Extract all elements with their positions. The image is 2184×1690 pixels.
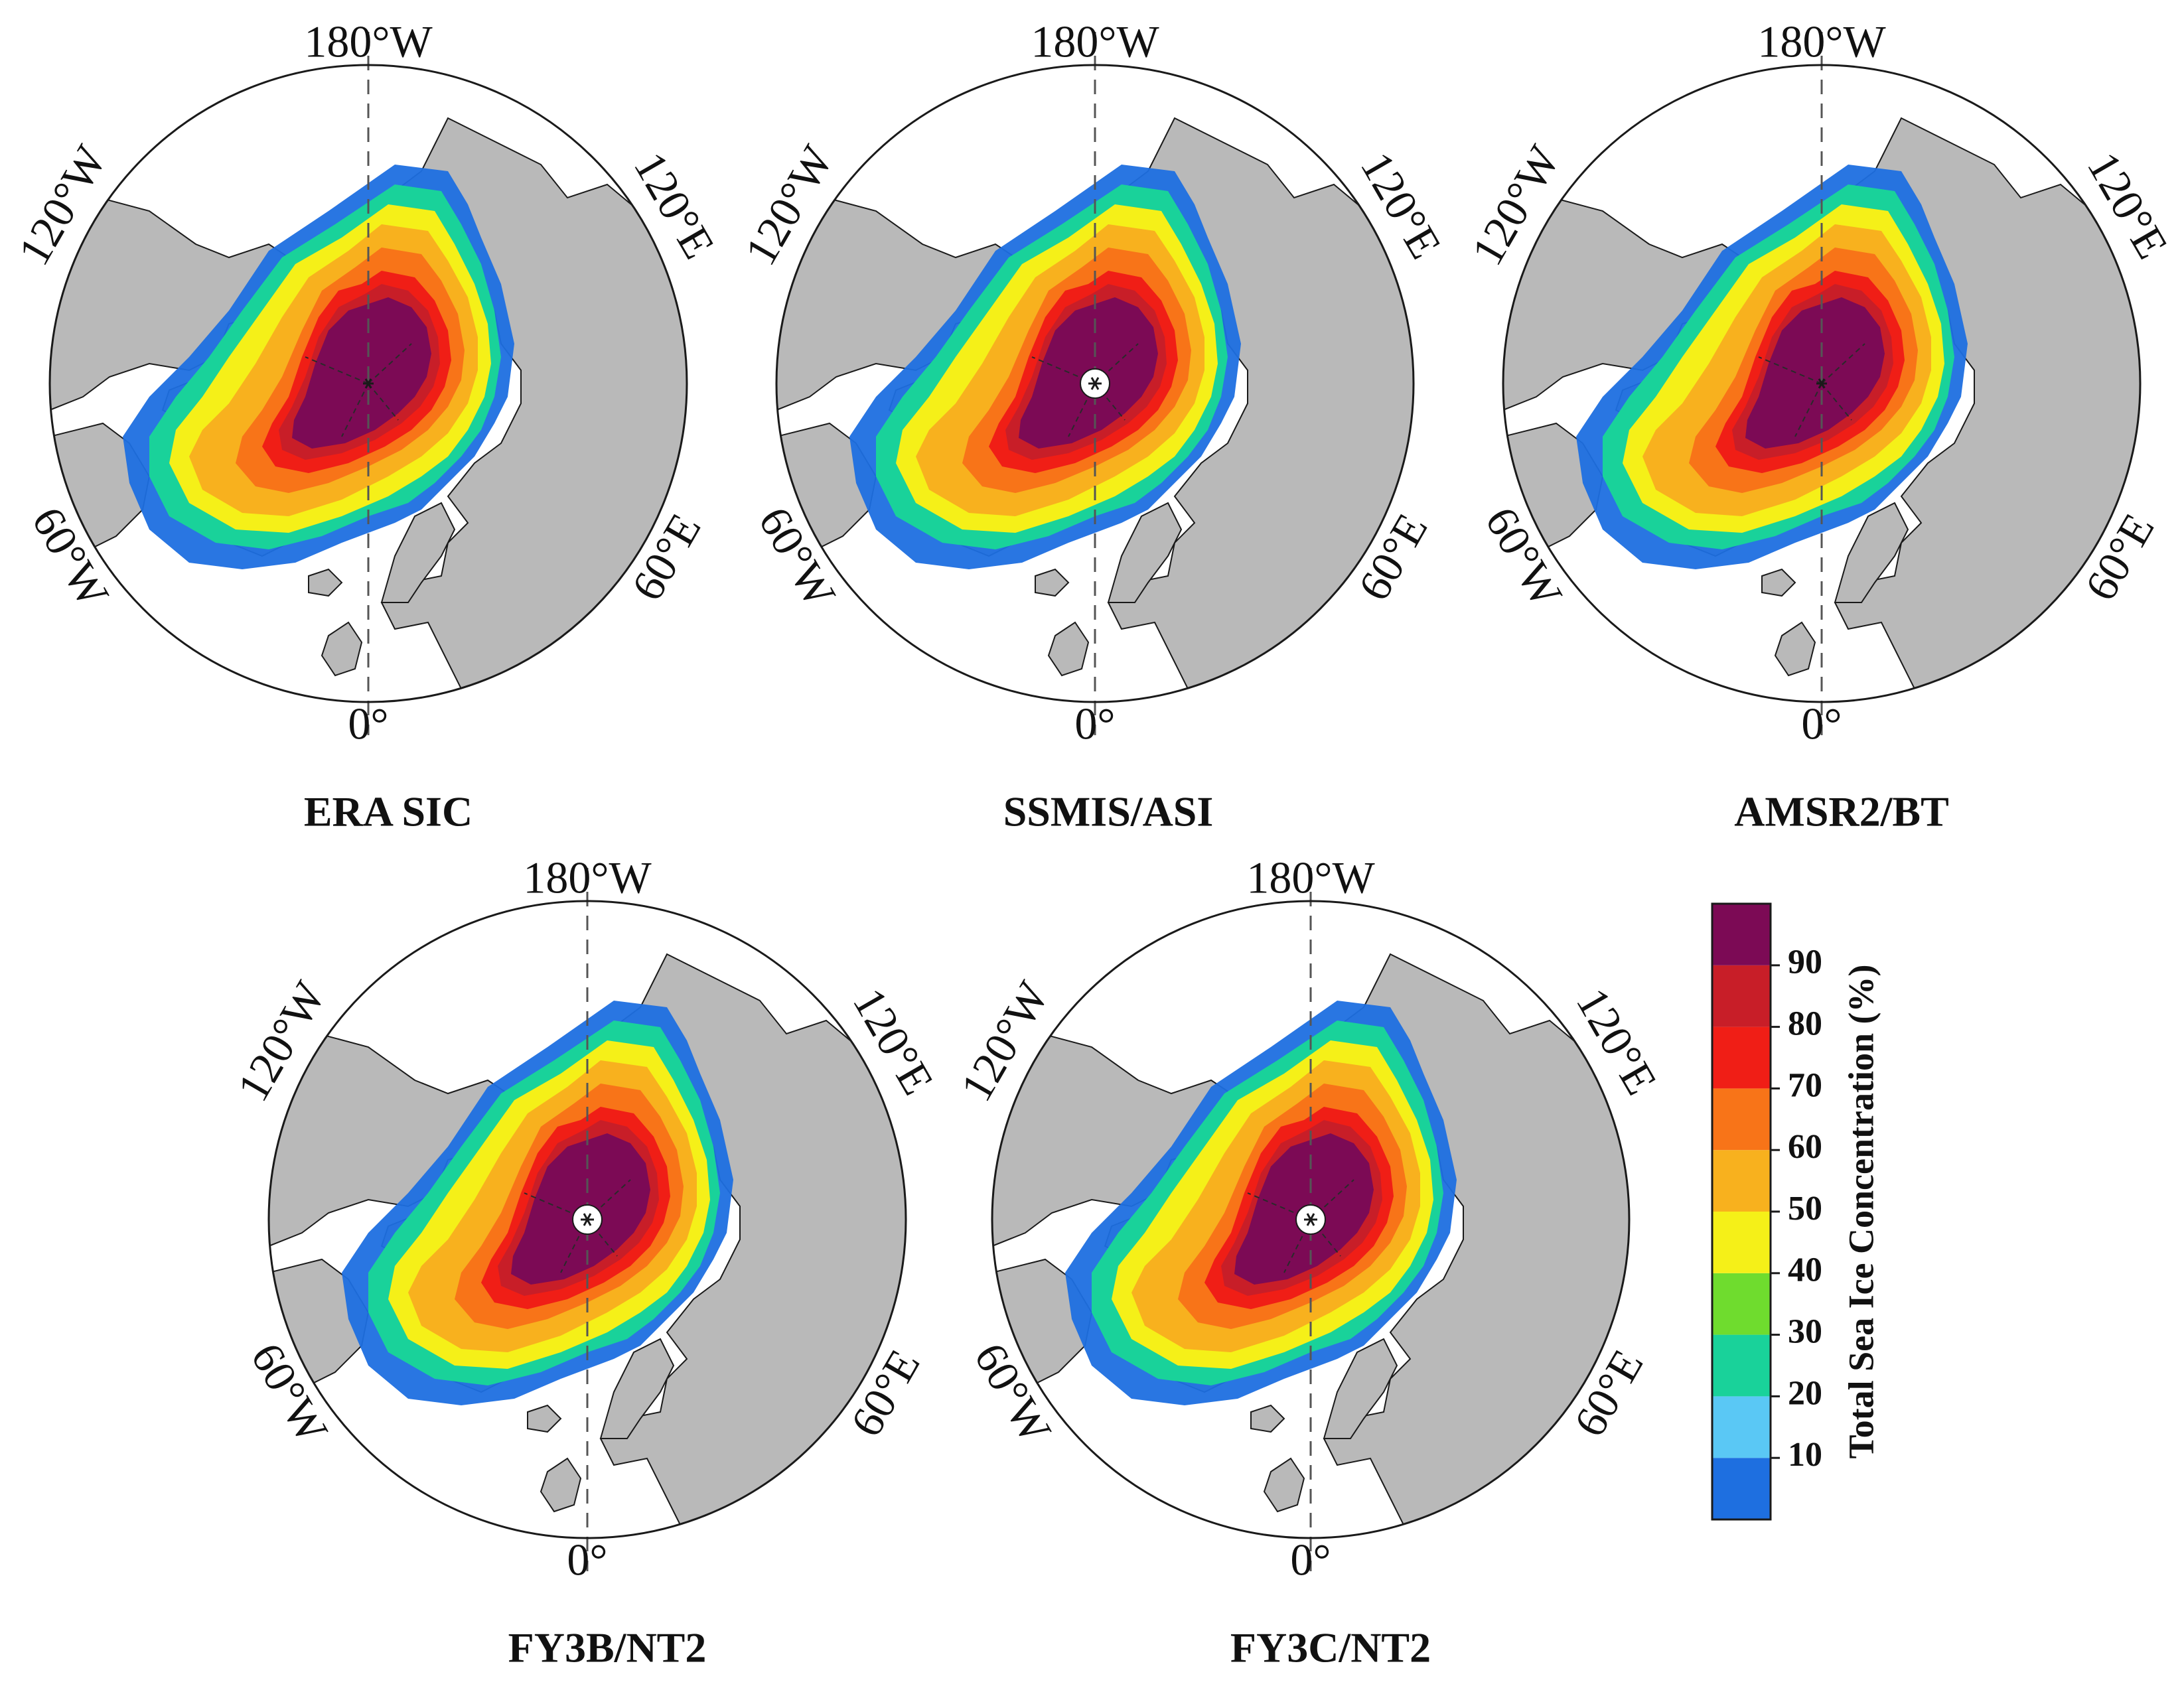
label-180w: 180°W <box>1031 17 1159 67</box>
colorbar-tick-label: 60 <box>1788 1128 1822 1166</box>
colorbar-swatch <box>1712 1396 1771 1458</box>
colorbar-tick-label: 70 <box>1788 1066 1822 1104</box>
sea-ice-map <box>1503 32 2153 735</box>
north-pole-marker <box>1295 1204 1327 1235</box>
panel-title: AMSR2/BT <box>1734 788 1949 835</box>
colorbar-title: Total Sea Ice Concentration (%) <box>1841 965 1881 1459</box>
panel-title: ERA SIC <box>304 788 473 835</box>
label-0deg: 0° <box>348 699 388 749</box>
colorbar-swatch <box>1712 1273 1771 1335</box>
colorbar-tick-label: 80 <box>1788 1005 1822 1043</box>
colorbar-swatch <box>1712 1458 1771 1519</box>
colorbar-swatch <box>1712 904 1771 965</box>
colorbar-tick-label: 10 <box>1788 1436 1822 1474</box>
panel-title: FY3B/NT2 <box>508 1624 707 1671</box>
sea-ice-map <box>50 32 700 735</box>
colorbar-swatch <box>1712 1026 1771 1089</box>
colorbar-swatch <box>1712 1334 1771 1397</box>
label-0deg: 0° <box>1801 699 1842 749</box>
panel-title: FY3C/NT2 <box>1230 1624 1431 1671</box>
colorbar: 10 20 30 40 50 60 70 80 90 Total Sea Ice Concentr… <box>1711 902 1881 1521</box>
colorbar-swatch <box>1712 965 1771 1027</box>
colorbar-swatch <box>1712 1212 1771 1273</box>
label-180w: 180°W <box>523 853 652 903</box>
panel-title: SSMIS/ASI <box>1003 788 1214 835</box>
colorbar-tick-label: 20 <box>1788 1374 1822 1412</box>
label-180w: 180°W <box>1246 853 1375 903</box>
colorbar-swatch <box>1712 1088 1771 1151</box>
label-180w: 180°W <box>304 17 433 67</box>
colorbar-tick-label: 90 <box>1788 944 1822 981</box>
label-0deg: 0° <box>567 1535 607 1585</box>
label-0deg: 0° <box>1290 1535 1331 1585</box>
label-0deg: 0° <box>1074 699 1115 749</box>
colorbar-tick-label: 40 <box>1788 1251 1822 1289</box>
north-pole-marker <box>571 1204 603 1235</box>
north-pole-marker <box>1079 368 1111 399</box>
label-180w: 180°W <box>1757 17 1886 67</box>
colorbar-tick-label: 30 <box>1788 1313 1822 1351</box>
colorbar-tick-label: 50 <box>1788 1190 1822 1228</box>
colorbar-swatch <box>1712 1150 1771 1212</box>
